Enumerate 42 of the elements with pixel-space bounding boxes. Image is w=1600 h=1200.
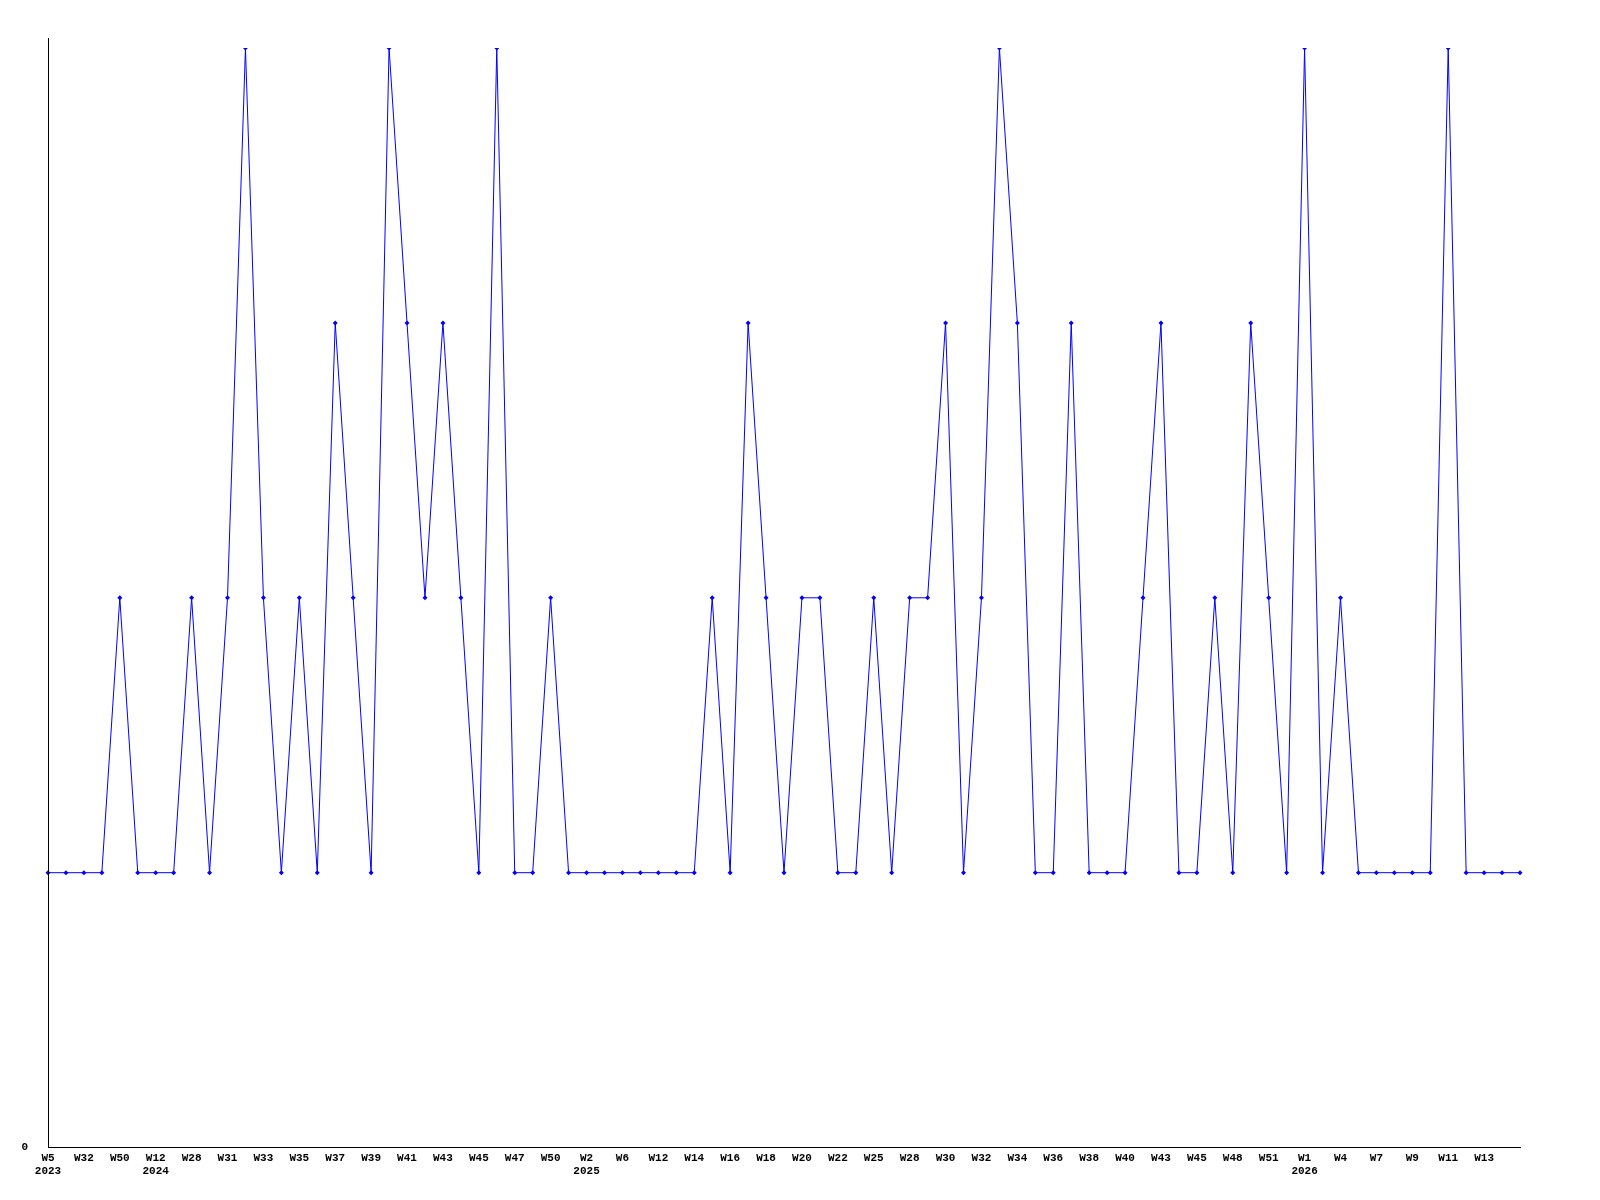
x-tick-label: W43	[433, 1151, 454, 1164]
x-tick-label: W37	[325, 1151, 346, 1164]
x-tick-label: W36	[1043, 1151, 1064, 1164]
x-tick-label: W20	[792, 1151, 812, 1164]
x-tick-label: W50	[540, 1151, 561, 1164]
x-tick-label: W4	[1333, 1151, 1348, 1164]
x-tick-label: W1 2026	[1291, 1151, 1318, 1178]
x-tick-label: W12	[648, 1151, 669, 1164]
x-tick-label: W28	[181, 1151, 202, 1164]
x-tick-label: W31	[217, 1151, 238, 1164]
x-tick-label: W45	[1186, 1151, 1208, 1164]
x-tick-label: W2 2025	[573, 1151, 601, 1178]
x-tick-label: W50	[109, 1151, 130, 1164]
x-tick-label: W11	[1438, 1151, 1459, 1164]
x-tick-label: W45	[468, 1151, 490, 1164]
x-tick-label: W28	[899, 1151, 920, 1164]
x-tick-label: W14	[684, 1151, 705, 1164]
x-tick-label: W33	[253, 1151, 274, 1164]
x-tick-label: W5 2023	[34, 1151, 62, 1178]
x-tick-label: W6	[615, 1151, 630, 1164]
x-tick-label: W51	[1258, 1151, 1279, 1164]
text: 0	[21, 1141, 28, 1154]
x-tick-label: W22	[827, 1151, 848, 1164]
x-tick-label: W9	[1405, 1151, 1419, 1164]
x-tick-label: W35	[289, 1151, 310, 1164]
x-tick-label: W38	[1079, 1151, 1100, 1164]
x-tick-label: W30	[935, 1151, 956, 1164]
x-tick-label: W25	[863, 1151, 885, 1164]
x-tick-label: W40	[1115, 1151, 1135, 1164]
x-tick-label: W32	[74, 1151, 94, 1164]
x-tick-label: W13	[1474, 1151, 1495, 1164]
x-tick-label: W47	[504, 1151, 525, 1164]
x-tick-label: W43	[1151, 1151, 1172, 1164]
x-tick-label: W34	[1007, 1151, 1028, 1164]
x-tick-label: W18	[756, 1151, 777, 1164]
x-tick-label: W48	[1222, 1151, 1244, 1164]
x-tick-label: W39	[361, 1151, 382, 1164]
x-tick-label: W16	[720, 1151, 741, 1164]
x-tick-label: W41	[397, 1151, 418, 1164]
x-tick-label: W32	[971, 1151, 992, 1164]
x-tick-label: W7	[1369, 1151, 1383, 1164]
x-tick-label: W12 2024	[142, 1151, 170, 1178]
